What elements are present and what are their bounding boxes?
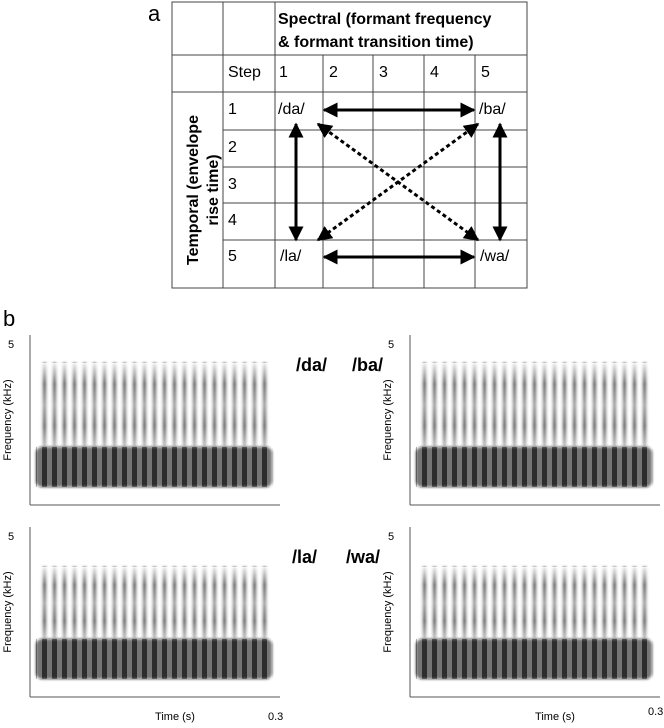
spectrogram: 5 Frequency (kHz): [382, 335, 660, 506]
column-number: 2: [329, 64, 338, 81]
panel-label: b: [3, 306, 15, 331]
y-axis-label: Frequency (kHz): [382, 379, 394, 460]
row-header-line: Temporal (envelope: [185, 115, 202, 265]
y-tick-label: 5: [388, 339, 394, 351]
row-number: 2: [228, 139, 237, 156]
y-axis-label: Frequency (kHz): [2, 379, 14, 460]
formant-fade: [36, 567, 270, 639]
spectrograms: 5 Frequency (kHz) 5 Frequency (kHz) 5 Frequen…: [2, 335, 663, 723]
formant-fade: [416, 567, 650, 639]
step-label: Step: [228, 64, 261, 81]
formant-fade: [416, 363, 650, 447]
x-axis-label: Time (s): [155, 711, 195, 723]
spectrogram: 5 Frequency (kHz) Time (s) 0.3: [382, 527, 663, 723]
column-number: 3: [379, 64, 388, 81]
column-number: 5: [481, 64, 490, 81]
row-header-line: rise time): [205, 154, 222, 225]
panel-label: a: [148, 1, 161, 26]
y-tick-label: 5: [8, 531, 14, 543]
syllable-label: /da/: [296, 355, 327, 375]
low-band-stripes: [416, 447, 652, 487]
x-tick-label: 0.3: [648, 706, 663, 718]
syllable-label: /ba/: [352, 355, 383, 375]
column-number: 1: [279, 64, 288, 81]
syllable-label: /la/: [292, 547, 317, 567]
syllable-cell: /la/: [280, 248, 302, 265]
row-header: Temporal (envelope rise time): [185, 115, 222, 265]
table-header: & formant transition time): [278, 34, 474, 51]
x-tick-label: 0.3: [268, 711, 283, 723]
syllable-cell: /ba/: [479, 101, 506, 118]
low-band-stripes: [36, 447, 272, 487]
arrows: [288, 102, 508, 265]
syllable-label: /wa/: [346, 547, 380, 567]
spectrogram: 5 Frequency (kHz): [2, 335, 280, 506]
column-numbers: 1 2 3 4 5: [279, 64, 490, 81]
syllable-cell: /wa/: [480, 248, 510, 265]
spectrogram: 5 Frequency (kHz) Time (s) 0.3: [2, 527, 283, 723]
y-axis-label: Frequency (kHz): [2, 571, 14, 652]
table-header: Spectral (formant frequency: [278, 11, 491, 28]
y-tick-label: 5: [8, 339, 14, 351]
row-number: 4: [228, 212, 237, 229]
formant-fade: [36, 363, 270, 447]
syllable-cell: /da/: [278, 101, 305, 118]
low-band-stripes: [36, 639, 272, 679]
low-band-stripes: [416, 639, 652, 679]
row-number: 5: [228, 248, 237, 265]
x-axis-label: Time (s): [535, 711, 575, 723]
row-number: 1: [228, 101, 237, 118]
y-tick-label: 5: [388, 531, 394, 543]
row-number: 3: [228, 176, 237, 193]
row-numbers: 1 2 3 4 5: [228, 101, 237, 265]
column-number: 4: [430, 64, 439, 81]
y-axis-label: Frequency (kHz): [382, 571, 394, 652]
